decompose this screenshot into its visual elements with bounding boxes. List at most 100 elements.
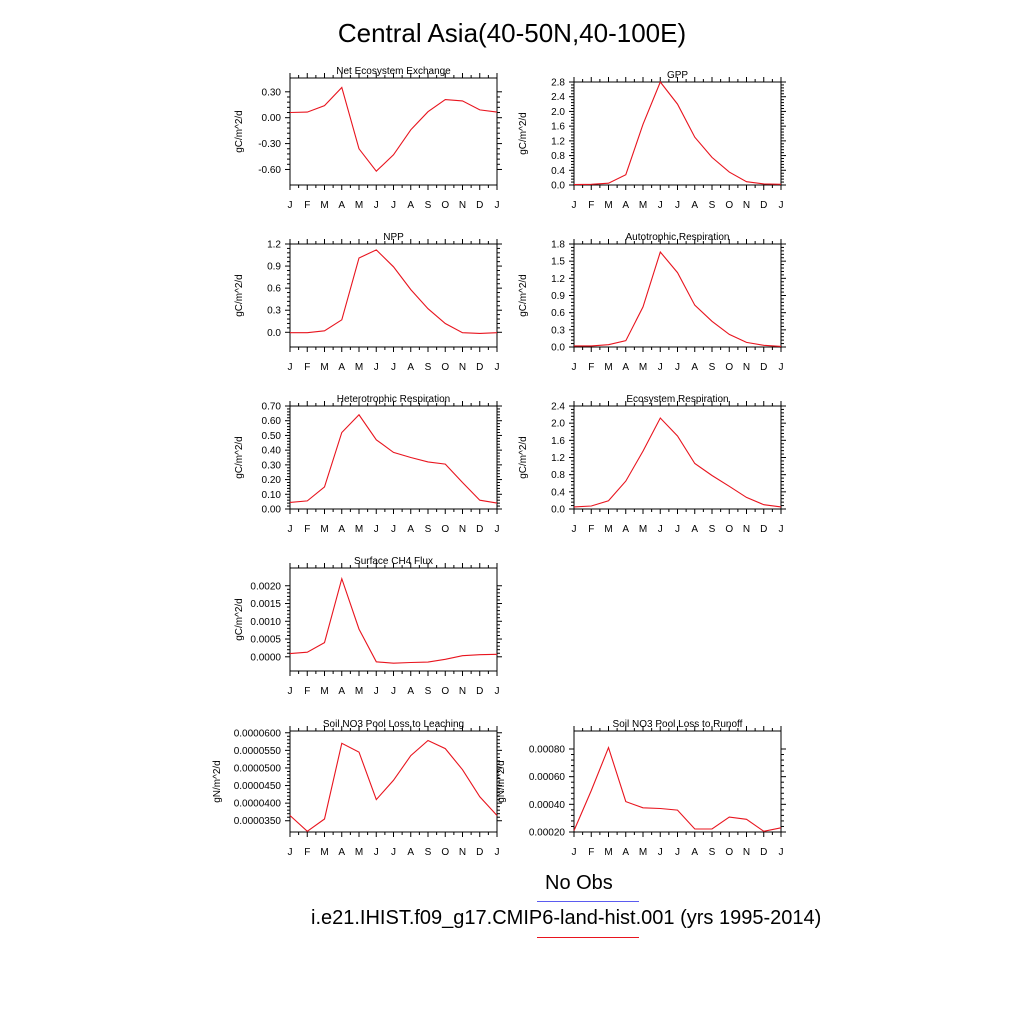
x-tick-label: O	[441, 524, 449, 535]
x-tick-label: F	[304, 686, 310, 697]
x-tick-label: J	[495, 362, 500, 373]
x-tick-label: F	[304, 847, 310, 858]
x-tick-label: N	[743, 200, 750, 211]
x-tick-label: J	[572, 200, 577, 211]
x-tick-label: O	[441, 200, 449, 211]
chart-title: Ecosystem Respiration	[626, 394, 728, 405]
plot-frame	[289, 730, 498, 833]
chart-title: Soil NO3 Pool Loss to Leaching	[323, 719, 464, 730]
x-tick-label: O	[441, 686, 449, 697]
y-tick-label: 0.30	[262, 87, 282, 98]
y-tick-label: 0.0020	[250, 581, 281, 592]
plot-frame	[573, 81, 782, 186]
x-tick-label: F	[304, 200, 310, 211]
x-tick-label: J	[288, 200, 293, 211]
y-tick-label: 0.10	[262, 490, 282, 501]
x-tick-label: J	[658, 524, 663, 535]
x-tick-label: O	[725, 847, 733, 858]
x-tick-label: J	[779, 524, 784, 535]
y-tick-label: 0.0000400	[234, 799, 282, 810]
x-tick-label: N	[743, 362, 750, 373]
chart-title: Surface CH4 Flux	[354, 556, 433, 567]
series-line-model	[289, 86, 498, 173]
plot-frame	[573, 730, 782, 833]
y-tick-label: 0.0015	[250, 599, 281, 610]
x-tick-label: M	[639, 524, 647, 535]
y-axis-label: gC/m^2/d	[234, 436, 245, 479]
x-tick-label: J	[675, 362, 680, 373]
y-tick-label: 0.3	[267, 306, 281, 317]
series-line-model	[574, 250, 782, 347]
series-line-model	[573, 417, 782, 508]
y-tick-label: 0.00060	[529, 772, 566, 783]
x-tick-label: M	[639, 362, 647, 373]
x-tick-label: F	[304, 524, 310, 535]
x-tick-label: O	[725, 200, 733, 211]
x-tick-label: D	[760, 200, 767, 211]
y-tick-label: 1.5	[551, 257, 565, 268]
x-tick-label: M	[639, 200, 647, 211]
x-tick-label: J	[779, 847, 784, 858]
y-tick-label: 0.60	[262, 416, 282, 427]
chart-title: Autotrophic Respiration	[626, 232, 730, 243]
y-tick-label: 0.30	[262, 460, 282, 471]
x-tick-label: A	[338, 200, 345, 211]
x-tick-label: J	[572, 847, 577, 858]
y-tick-label: 0.0	[267, 328, 281, 339]
y-tick-label: 0.0000450	[234, 781, 282, 792]
x-tick-label: S	[425, 686, 432, 697]
x-tick-label: J	[288, 686, 293, 697]
x-tick-label: M	[355, 524, 363, 535]
x-tick-label: J	[374, 847, 379, 858]
x-tick-label: F	[588, 200, 594, 211]
x-tick-label: J	[572, 524, 577, 535]
x-tick-label: M	[355, 686, 363, 697]
x-tick-label: J	[391, 847, 396, 858]
plot-frame	[289, 405, 498, 510]
x-tick-label: J	[391, 686, 396, 697]
y-tick-label: 0.6	[267, 284, 281, 295]
x-tick-label: S	[709, 524, 716, 535]
chart-title: GPP	[667, 70, 688, 81]
x-tick-label: M	[355, 362, 363, 373]
x-tick-label: J	[495, 200, 500, 211]
x-tick-label: J	[288, 362, 293, 373]
legend-obs-label: No Obs	[545, 872, 613, 894]
x-tick-label: D	[476, 362, 483, 373]
plot-frame	[289, 77, 498, 186]
series-line-model	[290, 249, 498, 334]
series-line-model	[573, 745, 782, 832]
x-tick-label: J	[391, 362, 396, 373]
x-tick-label: J	[658, 200, 663, 211]
y-tick-label: 0.8	[551, 470, 565, 481]
legend-model-label: i.e21.IHIST.f09_g17.CMIP6-land-hist.001 …	[311, 907, 822, 929]
y-tick-label: 1.6	[551, 436, 565, 447]
x-tick-label: J	[675, 847, 680, 858]
x-tick-label: D	[760, 524, 767, 535]
x-tick-label: J	[288, 847, 293, 858]
plot-frame	[573, 405, 782, 510]
y-tick-label: 1.2	[551, 136, 565, 147]
x-tick-label: F	[588, 847, 594, 858]
x-tick-label: A	[622, 524, 629, 535]
x-tick-label: D	[760, 847, 767, 858]
x-tick-label: N	[459, 200, 466, 211]
x-tick-label: M	[320, 847, 328, 858]
x-tick-label: D	[476, 200, 483, 211]
y-tick-label: 0.00080	[529, 744, 566, 755]
y-tick-label: 0.0000550	[234, 746, 282, 757]
series-line-model	[289, 739, 498, 833]
x-tick-label: O	[441, 362, 449, 373]
x-tick-label: A	[622, 362, 629, 373]
y-tick-label: 0.6	[551, 308, 565, 319]
x-tick-label: D	[476, 524, 483, 535]
x-tick-label: N	[459, 362, 466, 373]
y-tick-label: 1.8	[551, 240, 565, 251]
x-tick-label: S	[425, 847, 432, 858]
x-tick-label: M	[355, 200, 363, 211]
x-tick-label: A	[691, 847, 698, 858]
